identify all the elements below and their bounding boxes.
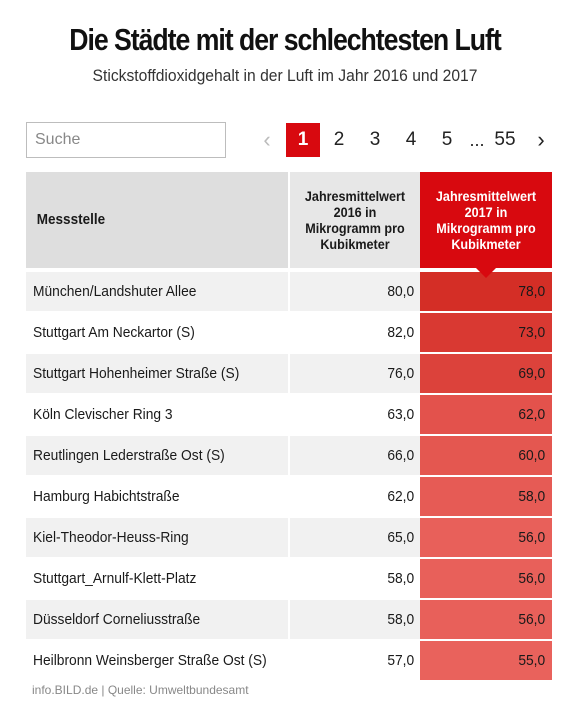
cell-station: München/Landshuter Allee: [26, 272, 288, 311]
cell-2017: 69,0: [420, 354, 552, 393]
page-button-4[interactable]: 4: [405, 129, 417, 150]
cell-station: Hamburg Habichtstraße: [26, 477, 288, 516]
cell-station: Reutlingen Lederstraße Ost (S): [26, 436, 288, 475]
cell-2017: 62,0: [420, 395, 552, 434]
cell-station: Düsseldorf Corneliusstraße: [26, 600, 288, 639]
cell-station: Stuttgart_Arnulf-Klett-Platz: [26, 559, 288, 598]
cell-station-text: Reutlingen Lederstraße Ost (S): [33, 447, 225, 464]
cell-2017: 73,0: [420, 313, 552, 352]
table-row: Stuttgart Am Neckartor (S) 82,0 73,0: [26, 313, 552, 352]
cell-2016-text: 66,0: [387, 447, 414, 464]
table-row: Reutlingen Lederstraße Ost (S) 66,0 60,0: [26, 436, 552, 475]
cell-station-text: Köln Clevischer Ring 3: [33, 406, 173, 423]
cell-2016: 76,0: [290, 354, 420, 393]
cell-2016: 65,0: [290, 518, 420, 557]
cell-2016: 80,0: [290, 272, 420, 311]
source-footer: info.BILD.de | Quelle: Umweltbundesamt: [32, 683, 249, 697]
cell-2017-text: 56,0: [518, 529, 545, 546]
cell-2017: 58,0: [420, 477, 552, 516]
cell-2017-text: 60,0: [518, 447, 545, 464]
cell-2017: 55,0: [420, 641, 552, 680]
page-button-5[interactable]: 5: [441, 129, 453, 150]
pagination: ‹ 1 2 3 4 5 ... 55 ›: [250, 122, 560, 158]
table-row: München/Landshuter Allee 80,0 78,0: [26, 272, 552, 311]
cell-station: Stuttgart Am Neckartor (S): [26, 313, 288, 352]
cell-station: Stuttgart Hohenheimer Straße (S): [26, 354, 288, 393]
table-body: München/Landshuter Allee 80,0 78,0 Stuttgar…: [26, 272, 552, 680]
pagination-ellipsis: ...: [469, 129, 485, 150]
prev-page-button[interactable]: ‹: [263, 127, 271, 152]
page-button-3[interactable]: 3: [369, 129, 381, 150]
cell-2016: 57,0: [290, 641, 420, 680]
next-page-button[interactable]: ›: [537, 127, 545, 152]
page-button-2[interactable]: 2: [333, 129, 345, 150]
cell-station-text: Stuttgart Am Neckartor (S): [33, 324, 195, 341]
page-title: Die Städte mit der schlechtesten Luft: [69, 22, 501, 57]
table-row: Köln Clevischer Ring 3 63,0 62,0: [26, 395, 552, 434]
cell-station-text: München/Landshuter Allee: [33, 283, 197, 300]
cell-2016-text: 76,0: [387, 365, 414, 382]
cell-2017-text: 69,0: [518, 365, 545, 382]
cell-2016: 63,0: [290, 395, 420, 434]
table-row: Kiel-Theodor-Heuss-Ring 65,0 56,0: [26, 518, 552, 557]
cell-2016-text: 57,0: [387, 652, 414, 669]
cell-2016-text: 58,0: [387, 611, 414, 628]
data-table: Messstelle Jahresmittelwert 2016 in Mikr…: [26, 172, 552, 680]
cell-2017-text: 55,0: [518, 652, 545, 669]
cell-2017: 78,0: [420, 272, 552, 311]
cell-2016: 58,0: [290, 559, 420, 598]
page-subtitle: Stickstoffdioxidgehalt in der Luft im Ja…: [92, 66, 478, 85]
column-header-2016[interactable]: Jahresmittelwert 2016 in Mikrogramm pro …: [290, 172, 420, 268]
table-row: Düsseldorf Corneliusstraße 58,0 56,0: [26, 600, 552, 639]
page-button-1[interactable]: 1: [286, 123, 320, 157]
cell-2016: 62,0: [290, 477, 420, 516]
cell-2016-text: 63,0: [387, 406, 414, 423]
cell-2017-text: 58,0: [518, 488, 545, 505]
column-header-2017[interactable]: Jahresmittelwert 2017 in Mikrogramm pro …: [420, 172, 552, 278]
column-header-station[interactable]: Messstelle: [26, 172, 288, 268]
cell-2017-text: 56,0: [518, 611, 545, 628]
cell-station-text: Heilbronn Weinsberger Straße Ost (S): [33, 652, 267, 669]
cell-2017-text: 73,0: [518, 324, 545, 341]
cell-2017-text: 78,0: [518, 283, 545, 300]
table-row: Stuttgart Hohenheimer Straße (S) 76,0 69,0: [26, 354, 552, 393]
cell-2016: 82,0: [290, 313, 420, 352]
cell-2017-text: 62,0: [518, 406, 545, 423]
table-row: Hamburg Habichtstraße 62,0 58,0: [26, 477, 552, 516]
cell-2016: 58,0: [290, 600, 420, 639]
cell-station: Heilbronn Weinsberger Straße Ost (S): [26, 641, 288, 680]
cell-2016-text: 82,0: [387, 324, 414, 341]
cell-station-text: Kiel-Theodor-Heuss-Ring: [33, 529, 189, 546]
cell-2017: 56,0: [420, 559, 552, 598]
cell-station: Kiel-Theodor-Heuss-Ring: [26, 518, 288, 557]
cell-station: Köln Clevischer Ring 3: [26, 395, 288, 434]
page-button-last[interactable]: 55: [494, 129, 516, 150]
table-header: Messstelle Jahresmittelwert 2016 in Mikr…: [26, 172, 552, 278]
table-row: Heilbronn Weinsberger Straße Ost (S) 57,0…: [26, 641, 552, 680]
cell-2016: 66,0: [290, 436, 420, 475]
cell-2016-text: 62,0: [387, 488, 414, 505]
cell-2016-text: 58,0: [387, 570, 414, 587]
cell-station-text: Düsseldorf Corneliusstraße: [33, 611, 201, 628]
cell-station-text: Stuttgart Hohenheimer Straße (S): [33, 365, 240, 382]
search-input[interactable]: [26, 122, 226, 158]
cell-2016-text: 80,0: [387, 283, 414, 300]
table-row: Stuttgart_Arnulf-Klett-Platz 58,0 56,0: [26, 559, 552, 598]
cell-2017: 56,0: [420, 518, 552, 557]
cell-station-text: Hamburg Habichtstraße: [33, 488, 180, 505]
cell-2016-text: 65,0: [387, 529, 414, 546]
cell-2017: 56,0: [420, 600, 552, 639]
cell-station-text: Stuttgart_Arnulf-Klett-Platz: [33, 570, 197, 587]
cell-2017-text: 56,0: [518, 570, 545, 587]
cell-2017: 60,0: [420, 436, 552, 475]
